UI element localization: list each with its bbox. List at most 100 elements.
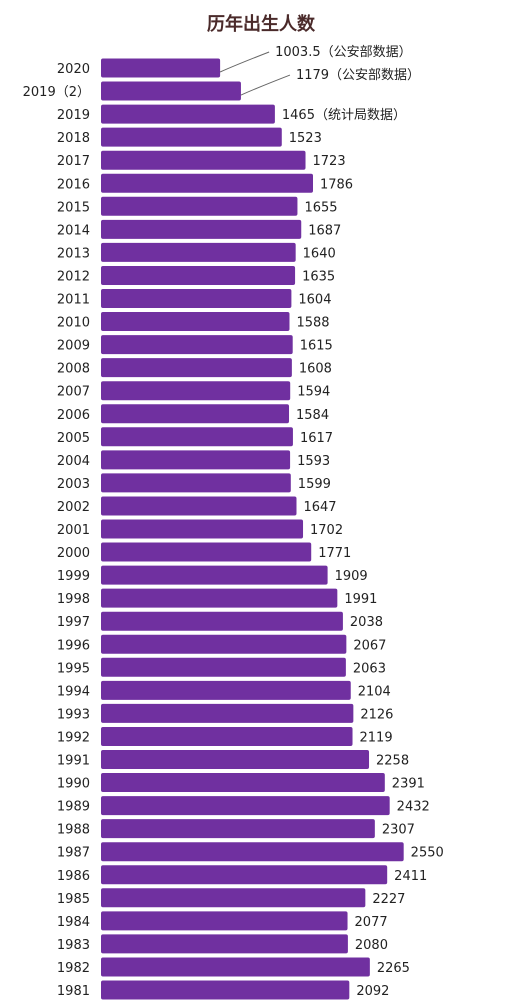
value-label: 1584 xyxy=(296,408,329,423)
category-label: 2008 xyxy=(57,362,90,377)
category-label: 2012 xyxy=(57,269,90,284)
bar xyxy=(101,842,404,862)
value-label: 1594 xyxy=(297,385,330,400)
category-label: 1992 xyxy=(57,730,90,745)
bar xyxy=(101,312,290,332)
value-label: 2067 xyxy=(353,638,386,653)
category-label: 1997 xyxy=(57,615,90,630)
value-label: 2104 xyxy=(358,684,391,699)
category-label: 2004 xyxy=(57,454,90,469)
value-label: 2391 xyxy=(392,777,425,792)
bar xyxy=(101,219,302,239)
category-label: 1994 xyxy=(57,684,90,699)
category-label: 2006 xyxy=(57,408,90,423)
value-label: 2038 xyxy=(350,615,383,630)
category-label: 1988 xyxy=(57,823,90,838)
bar xyxy=(101,565,328,585)
bar xyxy=(101,773,385,793)
category-label: 1995 xyxy=(57,661,90,676)
category-label: 1981 xyxy=(57,984,90,999)
value-label: 1687 xyxy=(308,223,341,238)
category-label: 1987 xyxy=(57,846,90,861)
bar xyxy=(101,196,298,216)
category-label: 2019 xyxy=(57,108,90,123)
bar xyxy=(101,911,348,931)
value-label: 1179（公安部数据） xyxy=(296,68,420,83)
value-label: 2432 xyxy=(397,800,430,815)
bar xyxy=(101,703,354,723)
category-label: 1999 xyxy=(57,569,90,584)
value-label: 1655 xyxy=(304,200,337,215)
bar xyxy=(101,496,297,516)
category-label: 2009 xyxy=(57,339,90,354)
bar xyxy=(101,657,346,677)
value-label: 2411 xyxy=(394,869,427,884)
category-label: 2010 xyxy=(57,316,90,331)
value-label: 1909 xyxy=(335,569,368,584)
bar xyxy=(101,404,290,424)
category-label: 2002 xyxy=(57,500,90,515)
value-label: 1608 xyxy=(299,362,332,377)
bar xyxy=(101,473,291,493)
category-label: 2019（2） xyxy=(23,85,90,100)
bar xyxy=(101,242,296,262)
category-label: 1991 xyxy=(57,754,90,769)
value-label: 2126 xyxy=(360,707,393,722)
bar xyxy=(101,726,353,746)
value-label: 1640 xyxy=(303,246,336,261)
category-label: 1996 xyxy=(57,638,90,653)
chart-title: 历年出生人数 xyxy=(207,13,316,35)
bar xyxy=(101,450,291,470)
bar xyxy=(101,265,296,285)
category-label: 2011 xyxy=(57,293,90,308)
category-label: 2014 xyxy=(57,223,90,238)
category-label: 1985 xyxy=(57,892,90,907)
bar xyxy=(101,796,390,816)
value-label: 1615 xyxy=(300,339,333,354)
value-label: 1647 xyxy=(303,500,336,515)
bar xyxy=(101,957,370,977)
bar xyxy=(101,173,313,193)
value-label: 1617 xyxy=(300,431,333,446)
value-label: 2063 xyxy=(353,661,386,676)
value-label: 2119 xyxy=(360,730,393,745)
category-label: 1984 xyxy=(57,915,90,930)
bar xyxy=(101,888,366,908)
bar xyxy=(101,934,348,954)
value-label: 1635 xyxy=(302,269,335,284)
category-label: 2001 xyxy=(57,523,90,538)
callout-line xyxy=(219,51,270,73)
bar xyxy=(101,519,304,539)
category-label: 1986 xyxy=(57,869,90,884)
category-label: 1982 xyxy=(57,961,90,976)
value-label: 2092 xyxy=(356,984,389,999)
value-label: 2550 xyxy=(411,846,444,861)
value-label: 2080 xyxy=(355,938,388,953)
bar xyxy=(101,127,282,147)
value-label: 1593 xyxy=(297,454,330,469)
bar xyxy=(101,358,292,378)
category-label: 2013 xyxy=(57,246,90,261)
category-label: 2000 xyxy=(57,546,90,561)
value-label: 1991 xyxy=(344,592,377,607)
value-label: 2258 xyxy=(376,754,409,769)
value-label: 2265 xyxy=(377,961,410,976)
value-label: 1588 xyxy=(296,316,329,331)
category-label: 2005 xyxy=(57,431,90,446)
bar xyxy=(101,680,351,700)
bar xyxy=(101,81,241,101)
value-label: 1523 xyxy=(289,131,322,146)
bar xyxy=(101,58,221,78)
bar xyxy=(101,542,312,562)
value-label: 1003.5（公安部数据） xyxy=(275,45,412,60)
category-label: 1998 xyxy=(57,592,90,607)
category-label: 1989 xyxy=(57,800,90,815)
category-label: 1990 xyxy=(57,777,90,792)
value-label: 2227 xyxy=(372,892,405,907)
category-label: 1983 xyxy=(57,938,90,953)
value-label: 1465（统计局数据） xyxy=(282,108,406,123)
bar xyxy=(101,104,275,124)
value-label: 1702 xyxy=(310,523,343,538)
bar xyxy=(101,634,347,654)
